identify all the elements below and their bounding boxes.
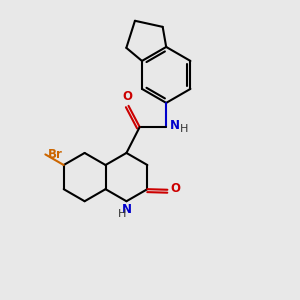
Text: N: N bbox=[122, 203, 132, 216]
Text: N: N bbox=[170, 119, 180, 132]
Text: H: H bbox=[118, 209, 126, 220]
Text: O: O bbox=[122, 90, 132, 103]
Text: O: O bbox=[170, 182, 180, 195]
Text: H: H bbox=[180, 124, 188, 134]
Text: Br: Br bbox=[48, 148, 63, 161]
